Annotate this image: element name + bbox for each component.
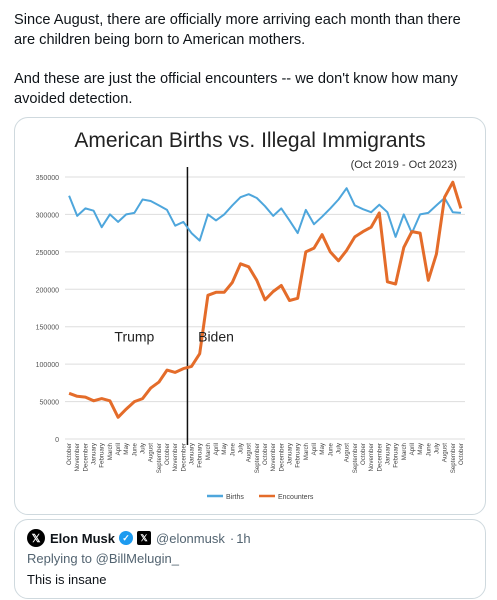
y-tick-label: 300000 — [36, 212, 59, 219]
x-tick-label: July — [335, 442, 342, 454]
quoted-post-time[interactable]: 1h — [236, 530, 251, 546]
reply-to-line: Replying to @BillMelugin_ — [27, 551, 179, 566]
post-media-image[interactable]: 0 50000 100000 150000 200000 250000 300000 3500… — [14, 117, 486, 515]
dot-separator: · — [229, 530, 235, 546]
x-tick-label: July — [238, 442, 245, 454]
annotation-biden: Biden — [198, 329, 234, 345]
x-tick-label: July — [140, 442, 147, 454]
x-tick-label: December — [82, 443, 89, 472]
x-tick-label: September — [156, 443, 163, 473]
x-tick-label: April — [213, 443, 220, 455]
x-affiliation-icon: 𝕏 — [137, 531, 152, 545]
y-tick-label: 250000 — [36, 250, 59, 257]
series-line-encounters — [68, 180, 463, 419]
x-tick-label: October — [360, 443, 367, 465]
x-tick-label: May — [417, 442, 424, 455]
chart-title: American Births vs. Illegal Immigrants — [74, 129, 426, 152]
x-tick-label: February — [99, 442, 106, 468]
x-tick-label: August — [344, 443, 351, 463]
x-tick-label: December — [376, 443, 383, 472]
x-tick-label: March — [401, 442, 408, 460]
x-tick-label: December — [278, 443, 285, 472]
quoted-post-header: 𝕏 Elon Musk ✓ 𝕏 @elonmusk · 1h — [27, 529, 251, 547]
x-tick-label: December — [180, 443, 187, 472]
y-tick-label: 100000 — [36, 362, 59, 369]
x-logo-icon[interactable]: 𝕏 — [27, 529, 45, 547]
series-line-births — [68, 187, 461, 242]
quoted-author-name[interactable]: Elon Musk — [50, 530, 116, 546]
y-tick-label: 200000 — [36, 287, 59, 294]
x-tick-label: July — [433, 442, 440, 454]
x-tick-label: October — [262, 443, 269, 465]
post-paragraph-1: Since August, there are officially more … — [14, 12, 461, 48]
x-tick-label: November — [368, 443, 375, 472]
x-tick-label: November — [270, 443, 277, 472]
x-tick-label: August — [246, 443, 253, 463]
verified-badge-icon: ✓ — [119, 531, 134, 545]
x-tick-label: January — [286, 442, 293, 465]
chart: 0 50000 100000 150000 200000 250000 300000 3500… — [25, 122, 475, 508]
x-tick-label: April — [311, 443, 318, 455]
x-tick-label: February — [393, 442, 400, 468]
chart-svg: 0 50000 100000 150000 200000 250000 300000 3500… — [36, 167, 465, 501]
x-tick-label: June — [327, 442, 334, 456]
x-tick-label: September — [352, 443, 359, 473]
y-tick-label: 0 — [55, 437, 59, 444]
legend-label: Encounters — [278, 494, 314, 501]
x-tick-label: September — [450, 443, 457, 473]
x-tick-label: March — [205, 442, 212, 460]
x-tick-label: January — [384, 442, 391, 465]
y-tick-label: 50000 — [40, 400, 60, 407]
post-text: Since August, there are officially more … — [14, 10, 484, 109]
x-tick-label: March — [303, 442, 310, 460]
x-tick-label: August — [442, 443, 449, 463]
annotation-trump: Trump — [114, 329, 154, 345]
post-paragraph-2: And these are just the official encounte… — [14, 71, 458, 107]
x-tick-label: January — [91, 442, 98, 465]
x-tick-label: April — [409, 443, 416, 455]
quoted-post[interactable]: 𝕏 Elon Musk ✓ 𝕏 @elonmusk · 1h Replying … — [14, 519, 486, 599]
x-tick-label: September — [254, 443, 261, 473]
x-tick-label: November — [172, 443, 179, 472]
x-tick-label: May — [123, 442, 130, 455]
x-tick-label: June — [131, 442, 138, 456]
x-tick-label: February — [197, 442, 204, 468]
x-tick-label: June — [229, 442, 236, 456]
quoted-post-text: This is insane — [27, 572, 107, 587]
y-tick-label: 350000 — [36, 175, 59, 182]
x-tick-label: August — [148, 443, 155, 463]
x-tick-label: June — [425, 442, 432, 456]
x-tick-label: January — [189, 442, 196, 465]
x-tick-label: October — [458, 443, 465, 465]
y-tick-label: 150000 — [36, 325, 59, 332]
x-tick-label: May — [221, 442, 228, 455]
legend-label: Births — [226, 494, 244, 501]
x-tick-label: October — [66, 443, 73, 465]
x-tick-label: March — [107, 442, 114, 460]
quoted-author-handle[interactable]: @elonmusk — [156, 530, 225, 546]
x-tick-label: November — [74, 443, 81, 472]
x-tick-label: October — [164, 443, 171, 465]
x-tick-label: May — [319, 442, 326, 455]
x-tick-label: February — [295, 442, 302, 468]
x-tick-label: April — [115, 443, 122, 455]
chart-subtitle: (Oct 2019 - Oct 2023) — [350, 159, 457, 171]
